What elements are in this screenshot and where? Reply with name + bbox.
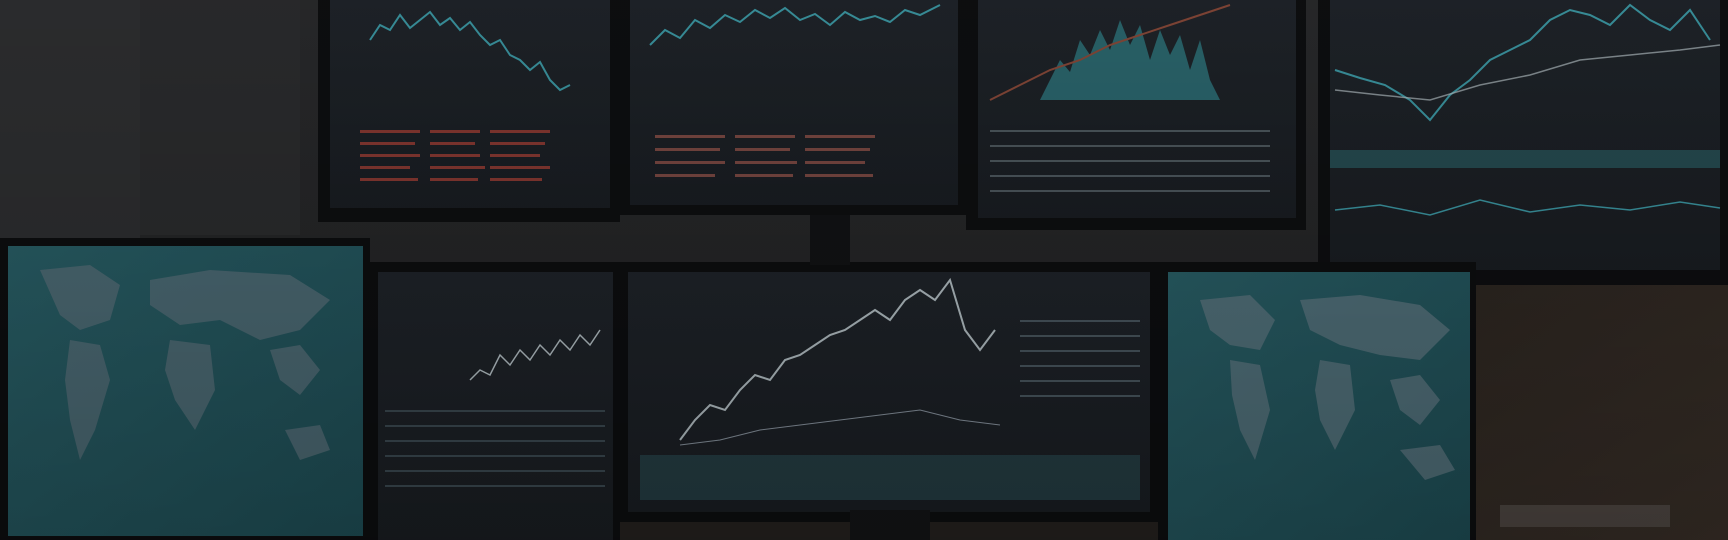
chart-line xyxy=(649,4,941,46)
monitor-top-3 xyxy=(966,0,1306,230)
monitor-top-2 xyxy=(618,0,968,215)
keyboard xyxy=(1500,505,1670,527)
data-table xyxy=(655,135,875,177)
world-map-land xyxy=(1200,295,1455,480)
chart-line xyxy=(369,10,571,92)
monitor-bottom-left xyxy=(0,238,370,540)
window-panel xyxy=(140,0,300,235)
monitor-bottom-right xyxy=(1158,262,1476,540)
data-table xyxy=(385,410,605,487)
data-strip xyxy=(640,455,1140,500)
chart-line xyxy=(469,329,601,381)
chart-line-3 xyxy=(1334,199,1721,216)
monitor-stand-base xyxy=(850,510,930,540)
data-table xyxy=(360,130,550,181)
data-table xyxy=(990,130,1270,192)
monitor-stand xyxy=(810,215,850,265)
world-map-land xyxy=(40,265,330,460)
whiteboard xyxy=(0,0,140,245)
chart-line-2 xyxy=(1334,44,1721,101)
area-chart xyxy=(1040,20,1220,100)
chart-line-1 xyxy=(1334,3,1711,122)
monitor-top-1 xyxy=(318,0,620,222)
monitor-top-4 xyxy=(1318,0,1728,285)
rising-chart-line xyxy=(679,277,996,441)
monitor-bottom-center xyxy=(618,262,1158,522)
band xyxy=(1330,150,1720,168)
data-table xyxy=(1020,320,1140,397)
monitor-bottom-2 xyxy=(370,262,620,540)
baseline-line xyxy=(679,409,1001,446)
trend-line xyxy=(989,4,1231,101)
